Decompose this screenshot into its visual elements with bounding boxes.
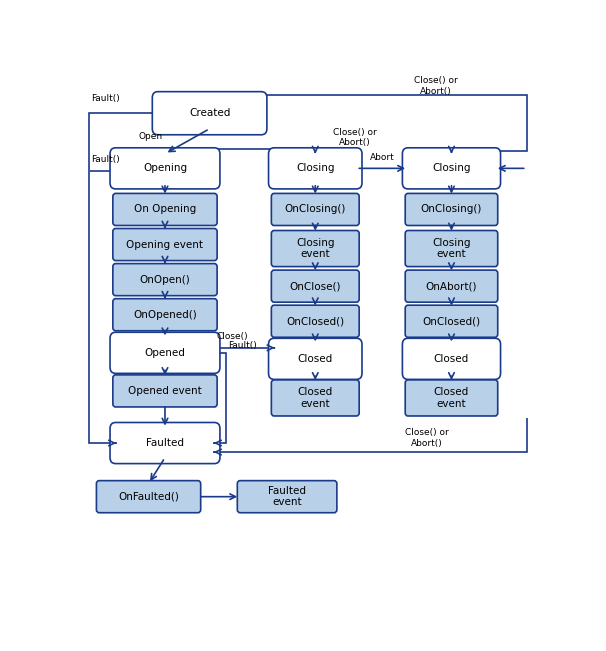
Text: OnClose(): OnClose() [290,281,341,291]
Text: OnClosing(): OnClosing() [285,204,346,214]
Text: OnClosed(): OnClosed() [286,316,344,326]
FancyBboxPatch shape [113,229,217,260]
Text: Opening: Opening [143,163,187,173]
Text: Close() or
Abort(): Close() or Abort() [333,128,377,148]
FancyBboxPatch shape [238,480,337,513]
FancyBboxPatch shape [113,193,217,225]
FancyBboxPatch shape [268,148,362,189]
FancyBboxPatch shape [405,380,498,416]
Text: Closed
event: Closed event [434,387,469,409]
FancyBboxPatch shape [405,305,498,337]
FancyBboxPatch shape [113,264,217,296]
FancyBboxPatch shape [113,375,217,407]
FancyBboxPatch shape [113,299,217,331]
Text: On Opening: On Opening [134,204,196,214]
FancyBboxPatch shape [402,339,501,380]
Text: Closing
event: Closing event [296,238,335,259]
Text: Closing: Closing [432,163,471,173]
Text: Close(): Close() [217,332,248,341]
Text: Faulted
event: Faulted event [268,486,306,508]
FancyBboxPatch shape [268,339,362,380]
Text: Created: Created [189,108,230,118]
FancyBboxPatch shape [402,148,501,189]
Text: Closed: Closed [298,354,333,364]
Text: Opening event: Opening event [127,240,204,249]
FancyBboxPatch shape [110,422,220,464]
Text: Closing
event: Closing event [432,238,471,259]
FancyBboxPatch shape [271,380,359,416]
Text: Close() or
Abort(): Close() or Abort() [404,428,448,448]
Text: Closing: Closing [296,163,335,173]
Text: Abort: Abort [370,153,395,162]
FancyBboxPatch shape [110,332,220,374]
Text: OnOpen(): OnOpen() [139,275,190,284]
FancyBboxPatch shape [110,148,220,189]
Text: Closed
event: Closed event [298,387,333,409]
Text: OnFaulted(): OnFaulted() [118,492,179,502]
FancyBboxPatch shape [405,270,498,302]
Text: Faulted: Faulted [146,438,184,448]
FancyBboxPatch shape [405,230,498,267]
Text: OnOpened(): OnOpened() [133,310,197,320]
FancyBboxPatch shape [405,193,498,225]
Text: OnClosing(): OnClosing() [421,204,482,214]
Text: Fault(): Fault() [92,156,120,164]
FancyBboxPatch shape [271,305,359,337]
Text: Closed: Closed [434,354,469,364]
FancyBboxPatch shape [152,92,267,135]
Text: Close() or
Abort(): Close() or Abort() [414,76,458,96]
Text: Fault(): Fault() [92,94,120,103]
Text: Opened event: Opened event [128,386,202,396]
FancyBboxPatch shape [96,480,201,513]
Text: Open: Open [139,132,162,141]
FancyBboxPatch shape [271,230,359,267]
Text: OnClosed(): OnClosed() [422,316,481,326]
Text: Opened: Opened [145,348,185,358]
FancyBboxPatch shape [271,193,359,225]
FancyBboxPatch shape [271,270,359,302]
Text: Fault(): Fault() [228,340,257,350]
Text: OnAbort(): OnAbort() [426,281,477,291]
